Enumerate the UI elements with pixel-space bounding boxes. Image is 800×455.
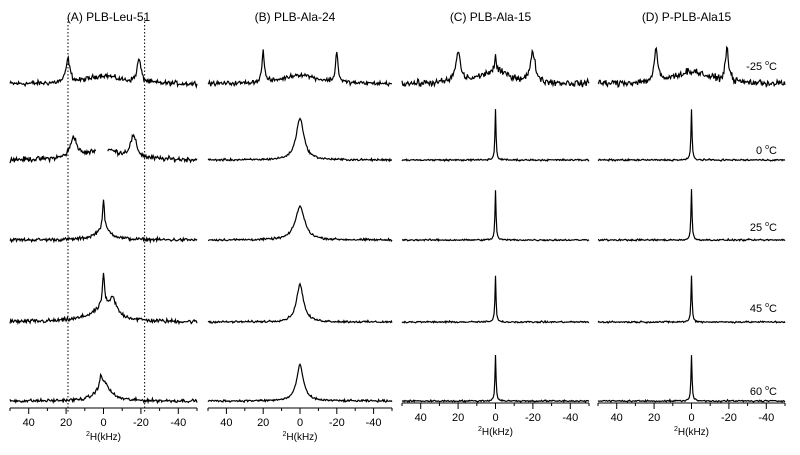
spectrum-line	[9, 372, 198, 405]
temperature-label: -25 oC	[746, 60, 777, 73]
tick-label: -20	[721, 412, 737, 424]
temperature-label: 25 oC	[750, 221, 777, 234]
tick-label: -40	[758, 412, 774, 424]
x-axis-label: 2H(kHz)	[282, 431, 317, 443]
tick-label: 40	[23, 417, 35, 429]
tick-label: 20	[60, 417, 72, 429]
spectrum-line	[401, 190, 590, 243]
tick-label: 0	[688, 412, 694, 424]
x-axis-label: 2H(kHz)	[674, 426, 709, 438]
panel-title: (B) PLB-Ala-24	[255, 10, 336, 24]
tick-label: 20	[452, 412, 464, 424]
tick-label: 20	[257, 417, 269, 429]
temperature-label: 45 oC	[750, 302, 777, 315]
tick-label: 0	[492, 412, 498, 424]
temperature-label: 60 oC	[750, 385, 777, 398]
spectrum-line	[207, 282, 393, 324]
spectrum-line	[597, 109, 786, 163]
panel-title: (A) PLB-Leu-51	[67, 10, 151, 24]
spectrum-line	[107, 133, 198, 164]
tick-label: 40	[220, 417, 232, 429]
tick-label: -20	[329, 417, 345, 429]
tick-label: 40	[415, 412, 427, 424]
tick-label: -20	[525, 412, 541, 424]
tick-label: 0	[297, 417, 303, 429]
spectrum-line	[207, 204, 393, 243]
tick-label: 0	[100, 417, 106, 429]
spectrum-line	[207, 117, 392, 163]
panel-title: (D) P-PLB-Ala15	[642, 10, 732, 24]
spectrum-line	[597, 355, 786, 403]
tick-label: -40	[366, 417, 382, 429]
tick-label: -40	[562, 412, 578, 424]
spectrum-line	[597, 189, 786, 242]
panel-title: (C) PLB-Ala-15	[450, 10, 532, 24]
spectrum-line	[9, 272, 198, 326]
tick-label: 40	[611, 412, 623, 424]
spectrum-line	[401, 48, 590, 88]
spectrum-line	[9, 199, 198, 245]
spectrum-line	[597, 45, 786, 89]
spectrum-line	[401, 354, 590, 404]
spectrum-line	[207, 49, 393, 88]
x-axis-label: 2H(kHz)	[86, 431, 121, 443]
tick-label: -40	[170, 417, 186, 429]
spectrum-line	[597, 275, 786, 325]
spectrum-line	[9, 54, 198, 90]
tick-label: 20	[648, 412, 660, 424]
temperature-label: 0 oC	[756, 144, 777, 157]
spectrum-line	[9, 135, 97, 164]
spectrum-line	[207, 363, 393, 404]
tick-label: -20	[133, 417, 149, 429]
spectrum-line	[401, 275, 590, 325]
x-axis-label: 2H(kHz)	[478, 426, 513, 438]
spectrum-line	[401, 109, 590, 163]
